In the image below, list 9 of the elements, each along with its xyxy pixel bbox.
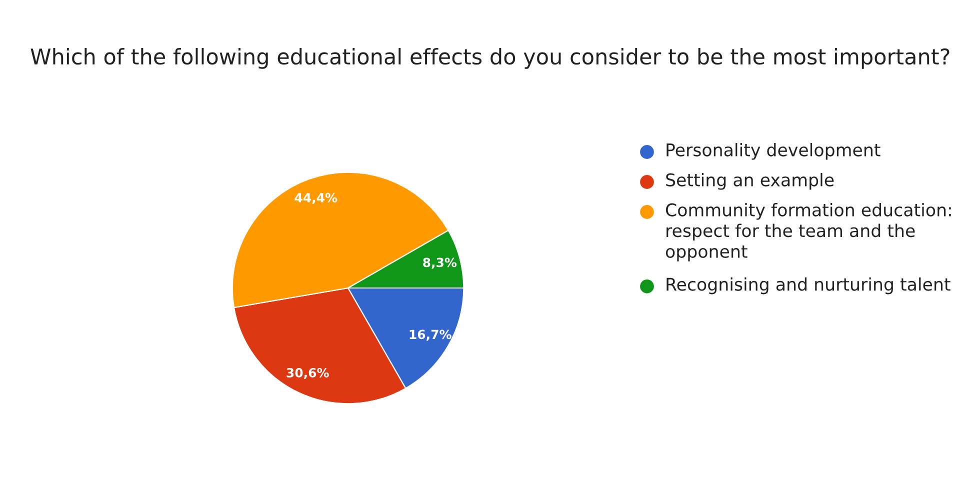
legend-label: Recognising and nurturing talent — [666, 277, 950, 294]
data-label: 44,4% — [294, 192, 338, 204]
legend-label: Setting an example — [666, 173, 834, 190]
data-label: 8,3% — [423, 258, 457, 269]
data-label: 16,7% — [410, 330, 452, 341]
legend-label: Community formation education: respect for the team and the opponent — [666, 203, 951, 262]
data-label: 30,6% — [286, 368, 329, 380]
legend-label: Personality development — [666, 143, 880, 160]
chart-title: Which of the following educational effects do you consider to be the most important? — [30, 48, 950, 69]
